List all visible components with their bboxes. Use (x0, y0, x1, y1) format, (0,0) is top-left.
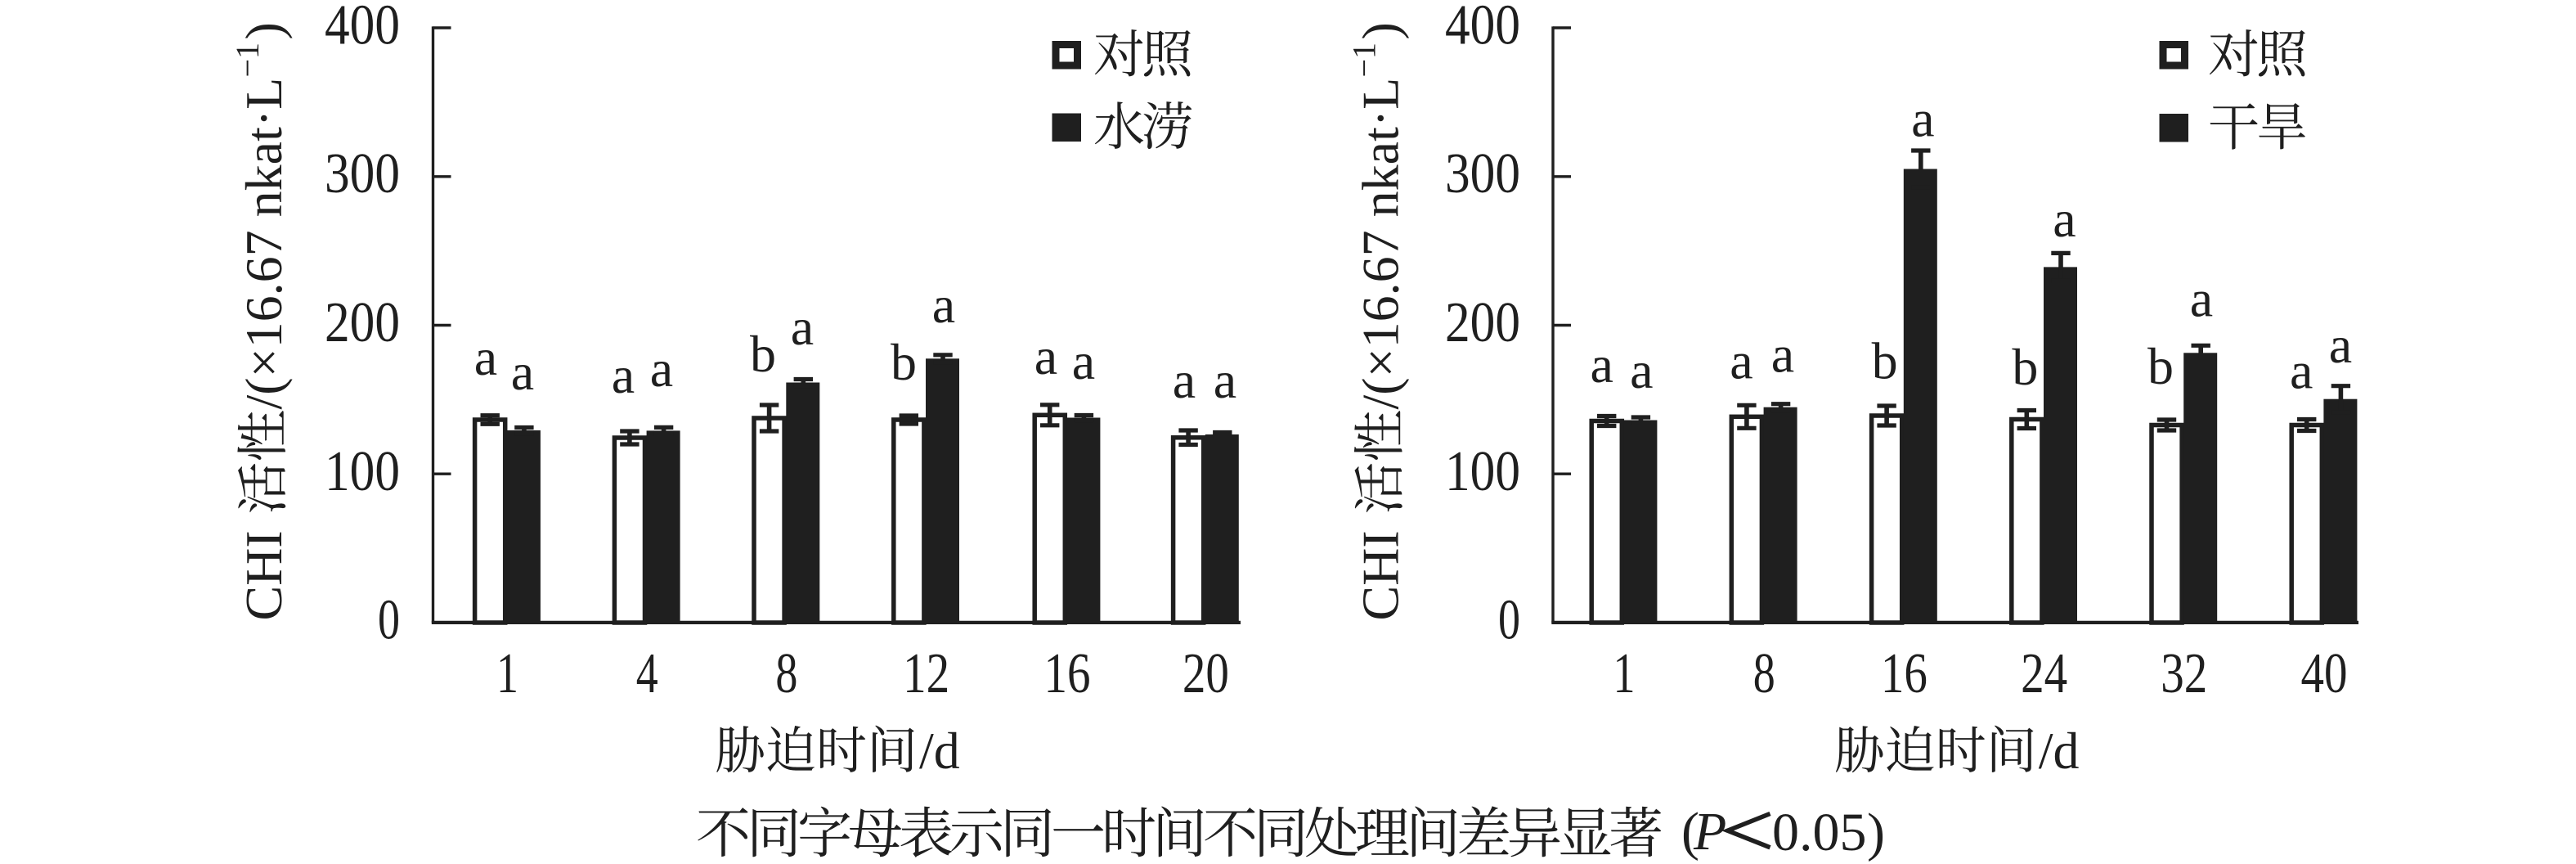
svg-text:4: 4 (636, 642, 658, 705)
svg-text:/(×16.67 nkat·L: /(×16.67 nkat·L (1352, 78, 1410, 410)
svg-text:/(×16.67 nkat·L: /(×16.67 nkat·L (235, 78, 293, 410)
svg-text:b: b (2147, 337, 2174, 395)
svg-text:a: a (474, 328, 497, 386)
svg-text:8: 8 (1753, 642, 1775, 705)
svg-text:400: 400 (1445, 0, 1520, 57)
svg-text:40: 40 (2301, 642, 2348, 705)
svg-text:−1: −1 (229, 43, 266, 78)
svg-text:CHI: CHI (1352, 517, 1410, 620)
svg-text:a: a (2290, 342, 2313, 400)
svg-text:24: 24 (2021, 642, 2067, 705)
svg-text:200: 200 (325, 291, 400, 354)
svg-text:1: 1 (1613, 642, 1636, 705)
svg-text:): ) (235, 22, 293, 39)
svg-text:a: a (2053, 190, 2076, 248)
svg-text:a: a (2190, 269, 2213, 327)
svg-text:a: a (1034, 327, 1057, 385)
svg-text:a: a (932, 276, 955, 334)
svg-text:a: a (1771, 325, 1794, 383)
svg-text:a: a (1590, 335, 1613, 394)
svg-text:P: P (1693, 802, 1726, 862)
svg-text:b: b (1872, 331, 1898, 389)
svg-text:0: 0 (1498, 589, 1520, 652)
svg-text:a: a (612, 346, 635, 404)
svg-text:100: 100 (325, 440, 400, 503)
svg-text:a: a (650, 340, 673, 398)
svg-text:0.05: 0.05 (1772, 803, 1867, 862)
svg-text:32: 32 (2161, 642, 2207, 705)
svg-text:b: b (2012, 338, 2038, 396)
svg-text:/d: /d (919, 722, 960, 780)
svg-text:16: 16 (1881, 642, 1928, 705)
svg-text:): ) (1352, 22, 1410, 39)
svg-text:b: b (891, 333, 917, 391)
svg-text:8: 8 (775, 642, 797, 705)
svg-text:300: 300 (325, 142, 400, 205)
svg-text:1: 1 (496, 642, 518, 705)
svg-text:a: a (1072, 332, 1095, 390)
svg-text:a: a (791, 298, 814, 356)
svg-text:−1: −1 (1346, 43, 1383, 78)
svg-text:0: 0 (378, 589, 400, 652)
svg-text:a: a (1173, 351, 1196, 409)
svg-text:a: a (2329, 316, 2352, 374)
svg-text:300: 300 (1445, 142, 1520, 205)
svg-text:a: a (1214, 351, 1236, 409)
svg-text:a: a (1630, 341, 1653, 399)
svg-text:400: 400 (325, 0, 400, 57)
svg-text:CHI: CHI (235, 517, 293, 620)
svg-text:(: ( (1681, 802, 1699, 862)
svg-text:16: 16 (1044, 642, 1091, 705)
svg-text:200: 200 (1445, 291, 1520, 354)
svg-text:): ) (1867, 803, 1885, 862)
svg-text:a: a (511, 343, 534, 401)
svg-text:a: a (1911, 90, 1934, 148)
svg-text:20: 20 (1183, 642, 1229, 705)
svg-text:12: 12 (903, 642, 949, 705)
svg-text:b: b (750, 325, 776, 383)
svg-text:100: 100 (1445, 440, 1520, 503)
svg-text:a: a (1730, 332, 1752, 390)
svg-text:/d: /d (2039, 722, 2080, 780)
